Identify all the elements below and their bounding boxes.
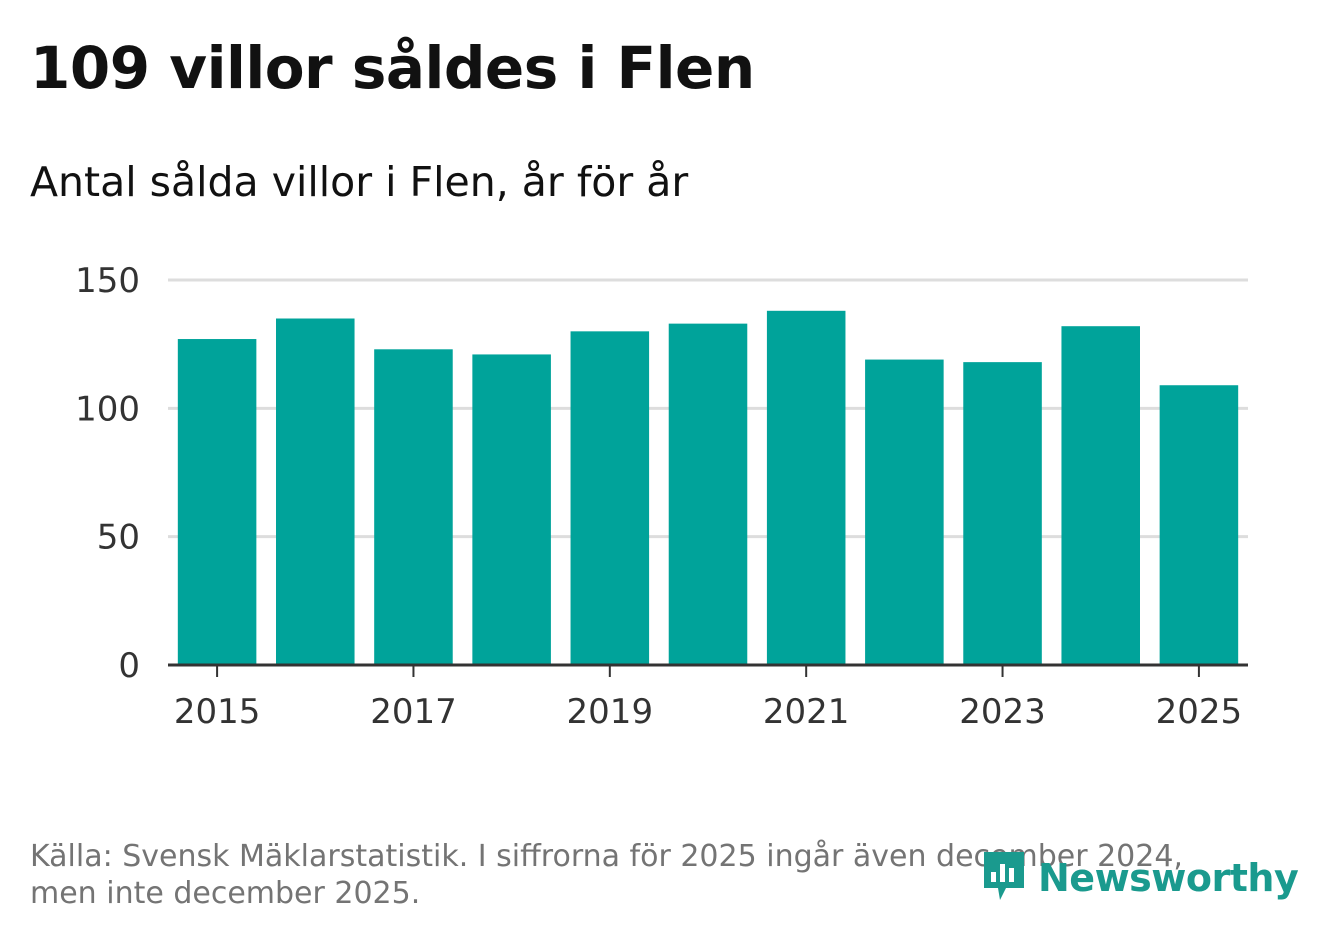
- axes: 0 50 100 150 2015 2017 2019 2021 2023 2025: [75, 261, 1248, 732]
- y-tick-label: 0: [118, 646, 140, 686]
- bar-2020: [668, 323, 748, 665]
- bar-2018: [472, 354, 551, 665]
- bar-2017: [374, 349, 453, 665]
- y-tick-label: 150: [75, 261, 140, 301]
- y-tick-label: 50: [97, 518, 140, 558]
- bar-2019: [570, 331, 650, 665]
- newsworthy-logo: Newsworthy: [980, 850, 1299, 906]
- x-tick-label: 2023: [959, 692, 1046, 732]
- bar-2025: [1159, 385, 1239, 665]
- bar-2016: [276, 318, 355, 665]
- x-tick-label: 2019: [567, 692, 654, 732]
- bar-2021: [766, 310, 846, 665]
- bar-2024: [1061, 326, 1140, 665]
- bar-chart-speech-bubble-icon: [980, 850, 1028, 906]
- x-tick-label: 2017: [370, 692, 457, 732]
- bars: [177, 310, 1239, 665]
- x-tick-label: 2025: [1156, 692, 1243, 732]
- x-tick-label: 2015: [174, 692, 261, 732]
- bar-2022: [865, 359, 944, 665]
- y-tick-label: 100: [75, 389, 140, 429]
- x-tick-label: 2021: [763, 692, 850, 732]
- chart-subtitle: Antal sålda villor i Flen, år för år: [30, 158, 689, 206]
- logo-text: Newsworthy: [1038, 856, 1299, 900]
- bar-chart: 0 50 100 150 2015 2017 2019 2021 2023 2025: [75, 261, 1248, 732]
- bar-2015: [177, 339, 257, 665]
- bar-2023: [963, 362, 1042, 665]
- chart-title: 109 villor såldes i Flen: [30, 34, 755, 102]
